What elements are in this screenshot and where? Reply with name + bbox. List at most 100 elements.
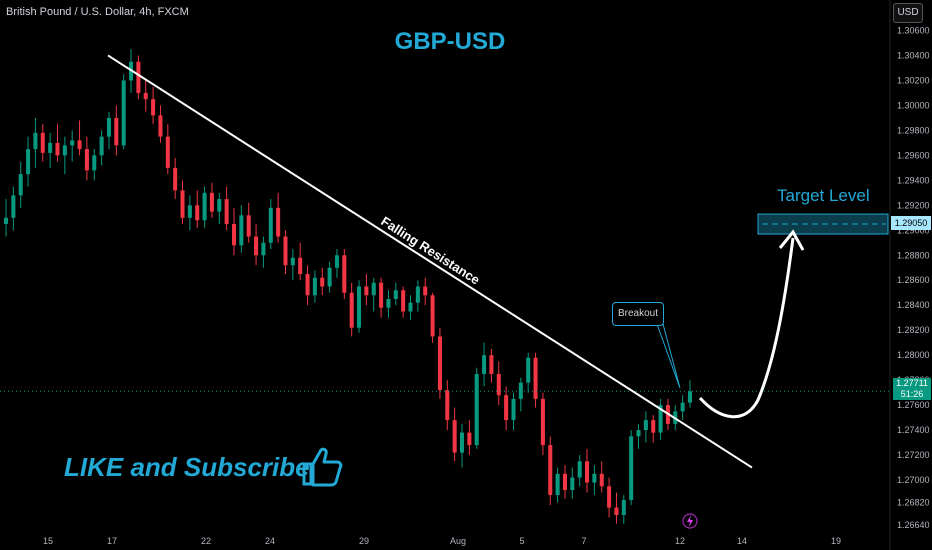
current-price-value: 1.27711	[896, 378, 928, 388]
x-tick-label: 5	[519, 536, 524, 546]
like-subscribe-text: LIKE and Subscribe	[64, 452, 310, 482]
candle-body	[180, 190, 185, 218]
y-tick-label: 1.27600	[897, 400, 930, 410]
candle-body	[526, 357, 531, 383]
candle-body	[408, 302, 413, 312]
candle-body	[11, 195, 16, 218]
current-price-tag: 1.27711 51:26	[893, 378, 931, 400]
y-tick-label: 1.29800	[897, 125, 930, 135]
falling-resistance-line	[107, 54, 753, 469]
candle-body	[467, 432, 472, 446]
candle-body	[533, 357, 538, 399]
candle-body	[357, 286, 362, 328]
candle-body	[26, 149, 31, 175]
y-tick-label: 1.26820	[897, 498, 930, 508]
candle-body	[540, 398, 545, 446]
candle-body	[585, 461, 590, 483]
candle-body	[504, 395, 509, 421]
candle-body	[364, 286, 369, 296]
x-tick-label: 24	[265, 536, 275, 546]
candle-body	[570, 477, 575, 491]
candle-body	[55, 142, 60, 156]
bolt-icon	[682, 513, 698, 529]
candle-body	[334, 255, 339, 268]
candle-body	[437, 336, 442, 391]
candle-body	[349, 292, 354, 328]
y-tick-label: 1.30600	[897, 25, 930, 35]
bar-countdown: 51:26	[900, 389, 924, 399]
candle-body	[276, 207, 281, 237]
candle-body	[261, 242, 266, 256]
candle-body	[202, 192, 207, 221]
candle-body	[636, 430, 641, 437]
x-tick-label: 29	[359, 536, 369, 546]
x-tick-label: 19	[831, 536, 841, 546]
x-tick-label: 12	[675, 536, 685, 546]
candle-body	[224, 199, 229, 225]
candle-body	[254, 236, 259, 256]
candle-body	[489, 355, 494, 374]
candle-body	[371, 282, 376, 296]
candle-body	[379, 282, 384, 308]
candle-body	[121, 80, 126, 146]
candle-body	[33, 132, 38, 150]
projection-arrow	[698, 237, 795, 419]
candle-body	[393, 290, 398, 299]
candle-body	[84, 149, 89, 171]
target-level-label: Target Level	[777, 186, 870, 205]
candle-body	[114, 117, 119, 146]
thumbs-up-icon	[302, 447, 343, 487]
y-tick-label: 1.28200	[897, 325, 930, 335]
y-tick-label: 1.28400	[897, 300, 930, 310]
candle-body	[415, 286, 420, 303]
x-tick-label: 15	[43, 536, 53, 546]
candle-body	[106, 117, 111, 137]
candle-body	[577, 461, 582, 478]
candle-body	[209, 192, 214, 212]
candle-body	[143, 92, 148, 100]
breakout-callout: Breakout	[612, 302, 664, 326]
candle-body	[680, 402, 685, 412]
y-tick-label: 1.30400	[897, 50, 930, 60]
y-tick-label: 1.27400	[897, 425, 930, 435]
candle-body	[231, 224, 237, 246]
candle-body	[18, 174, 23, 196]
candle-body	[643, 420, 648, 431]
candle-body	[592, 473, 597, 483]
candle-body	[607, 486, 612, 508]
symbol-info: British Pound / U.S. Dollar, 4h, FXCM	[6, 6, 189, 18]
candle-body	[151, 99, 156, 116]
candle-body	[312, 277, 317, 296]
candle-body	[474, 373, 479, 446]
y-tick-label: 1.29000	[897, 225, 930, 235]
candle-body	[246, 215, 251, 237]
candle-body	[687, 391, 693, 403]
currency-button[interactable]: USD	[893, 3, 923, 23]
candlestick-series	[3, 49, 693, 524]
candle-body	[496, 373, 501, 396]
candle-body	[165, 136, 170, 168]
candle-body	[658, 405, 663, 433]
candle-body	[401, 290, 406, 312]
time-axis: 15 17 22 24 29 Aug 5 7 12 14 19	[43, 536, 841, 546]
falling-resistance-label: Falling Resistance	[378, 213, 482, 287]
candle-body	[136, 61, 141, 93]
candle-body	[459, 432, 465, 453]
candle-body	[239, 215, 244, 246]
candle-body	[48, 142, 53, 153]
candle-body	[217, 199, 222, 212]
y-tick-label: 1.30000	[897, 100, 930, 110]
candle-body	[77, 140, 82, 150]
y-tick-label: 1.28000	[897, 350, 930, 360]
candle-body	[342, 255, 347, 293]
candle-body	[62, 145, 67, 156]
y-tick-label: 1.29400	[897, 175, 930, 185]
candle-body	[283, 236, 288, 266]
candle-body	[629, 436, 634, 501]
y-tick-label: 1.28800	[897, 250, 930, 260]
candle-body	[298, 257, 303, 274]
target-box	[757, 213, 889, 235]
x-tick-label: 22	[201, 536, 211, 546]
candle-body	[327, 267, 332, 287]
